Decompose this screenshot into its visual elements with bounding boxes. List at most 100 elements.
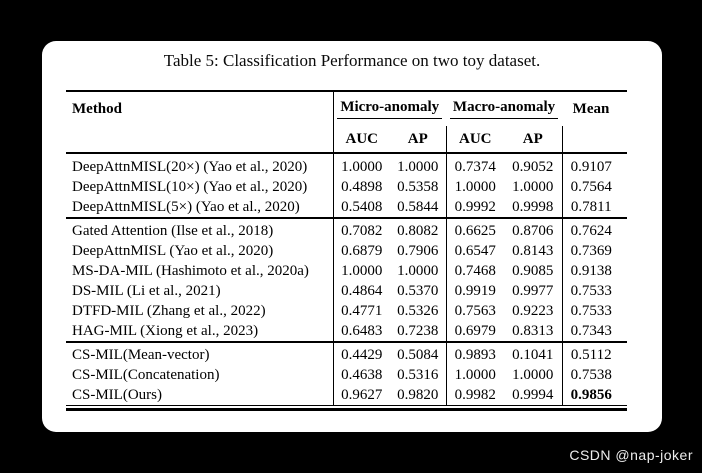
value-cell: 0.4864	[341, 282, 383, 299]
value-cell: 0.9223	[512, 302, 554, 319]
mean-value-cell: 0.9138	[561, 261, 628, 281]
value-cell: 0.4429	[341, 346, 383, 363]
value-cell: 0.5358	[397, 178, 439, 195]
method-cell: CS-MIL(Ours)	[66, 385, 334, 406]
value-cell: 0.6625	[445, 218, 504, 241]
value-cell: 1.0000	[445, 365, 504, 385]
table-row: DeepAttnMISL(20×) (Yao et al., 2020) 1.00…	[66, 153, 628, 177]
table-group-baselines-sota: Gated Attention (Ilse et al., 2018) 0.708…	[66, 218, 628, 342]
value-cell: 0.9919	[445, 281, 504, 301]
mean-value-cell: 0.9107	[561, 153, 628, 177]
method-cell: DeepAttnMISL(5×) (Yao et al., 2020)	[66, 197, 334, 218]
table-row: DTFD-MIL (Zhang et al., 2022) 0.4771 0.532…	[66, 301, 628, 321]
mean-value-cell: 0.7343	[561, 321, 628, 342]
table-row: DeepAttnMISL (Yao et al., 2020) 0.6879 0.7…	[66, 241, 628, 261]
table-row: MS-DA-MIL (Hashimoto et al., 2020a) 1.000…	[66, 261, 628, 281]
value-cell: 0.9977	[512, 282, 554, 299]
value-cell: 1.0000	[397, 262, 439, 279]
value-cell: 0.7374	[445, 153, 504, 177]
value-cell: 0.4898	[341, 178, 383, 195]
method-cell: HAG-MIL (Xiong et al., 2023)	[66, 321, 334, 342]
value-cell: 0.5316	[397, 366, 439, 383]
method-cell: DS-MIL (Li et al., 2021)	[66, 281, 334, 301]
col-header-method: Method	[66, 91, 334, 126]
table-row: CS-MIL(Concatenation) 0.4638 0.5316 1.0000 1…	[66, 365, 628, 385]
value-cell: 0.9893	[445, 342, 504, 365]
method-cell: DeepAttnMISL(20×) (Yao et al., 2020)	[66, 153, 334, 177]
value-cell: 0.6979	[445, 321, 504, 342]
header-sub-row: AUC AP AUC AP	[66, 126, 628, 153]
value-cell: 1.0000	[445, 177, 504, 197]
paper-table-card: Table 5: Classification Performance on t…	[42, 41, 662, 432]
table-row: DeepAttnMISL(10×) (Yao et al., 2020) 0.48…	[66, 177, 628, 197]
value-cell: 0.6483	[341, 322, 383, 339]
value-cell: 0.7906	[397, 242, 439, 259]
watermark: CSDN @nap-joker	[569, 447, 693, 463]
table-header: Method Micro-anomaly Macro-anomaly Mean …	[66, 91, 628, 153]
table-row: DeepAttnMISL(5×) (Yao et al., 2020) 0.540…	[66, 197, 628, 218]
method-cell: CS-MIL(Concatenation)	[66, 365, 334, 385]
method-cell: DTFD-MIL (Zhang et al., 2022)	[66, 301, 334, 321]
method-cell: CS-MIL(Mean-vector)	[66, 342, 334, 365]
table-row: DS-MIL (Li et al., 2021) 0.4864 0.5370 0.99…	[66, 281, 628, 301]
value-cell: 0.8143	[512, 242, 554, 259]
value-cell: 0.8313	[512, 322, 554, 339]
mean-value-cell: 0.7533	[561, 301, 628, 321]
col-group-micro-label: Micro-anomaly	[337, 99, 443, 119]
mean-value-cell: 0.7564	[561, 177, 628, 197]
table-row: HAG-MIL (Xiong et al., 2023) 0.6483 0.7238…	[66, 321, 628, 342]
value-cell: 0.9982	[445, 385, 504, 406]
value-cell: 0.9992	[445, 197, 504, 218]
value-cell: 0.9085	[512, 262, 554, 279]
value-cell: 0.7563	[445, 301, 504, 321]
mean-value-cell: 0.5112	[561, 342, 628, 365]
header-group-row: Method Micro-anomaly Macro-anomaly Mean	[66, 91, 627, 126]
header-spacer-method	[66, 126, 334, 153]
col-header-micro-auc: AUC	[345, 130, 379, 147]
value-cell: 0.5408	[341, 198, 383, 215]
col-header-mean: Mean	[572, 100, 610, 117]
method-cell: Gated Attention (Ilse et al., 2018)	[66, 218, 334, 241]
value-cell: 0.1041	[512, 346, 554, 363]
mean-value-cell: 0.7533	[561, 281, 628, 301]
value-cell: 1.0000	[512, 178, 554, 195]
method-cell: DeepAttnMISL (Yao et al., 2020)	[66, 241, 334, 261]
bottom-rule	[66, 408, 627, 411]
value-cell: 0.5326	[397, 302, 439, 319]
value-cell: 0.9627	[341, 386, 383, 403]
value-cell: 0.9820	[397, 386, 439, 403]
col-group-macro-anomaly: Macro-anomaly	[446, 91, 562, 126]
mean-value-cell: 0.9856	[561, 385, 628, 406]
value-cell: 0.9994	[512, 386, 554, 403]
value-cell: 1.0000	[341, 158, 383, 175]
value-cell: 0.6547	[445, 241, 504, 261]
value-cell: 0.4771	[341, 302, 383, 319]
header-spacer-mean	[561, 126, 628, 153]
col-header-macro-auc: AUC	[445, 126, 504, 153]
mean-value-cell: 0.7624	[561, 218, 628, 241]
value-cell: 0.9998	[512, 198, 554, 215]
results-table: Method Micro-anomaly Macro-anomaly Mean …	[66, 90, 628, 406]
col-header-macro-ap: AP	[522, 130, 543, 147]
method-cell: MS-DA-MIL (Hashimoto et al., 2020a)	[66, 261, 334, 281]
table-group-cs-mil: CS-MIL(Mean-vector) 0.4429 0.5084 0.9893 0.1…	[66, 342, 628, 406]
value-cell: 0.9052	[512, 158, 554, 175]
value-cell: 0.8082	[397, 222, 439, 239]
table-row: Gated Attention (Ilse et al., 2018) 0.708…	[66, 218, 628, 241]
col-group-micro-anomaly: Micro-anomaly	[333, 91, 446, 126]
value-cell: 0.5084	[397, 346, 439, 363]
mean-value-cell: 0.7369	[561, 241, 628, 261]
value-cell: 0.6879	[341, 242, 383, 259]
mean-value-cell: 0.7811	[561, 197, 628, 218]
table-group-baselines-multiscale: DeepAttnMISL(20×) (Yao et al., 2020) 1.00…	[66, 153, 628, 218]
value-cell: 0.5844	[397, 198, 439, 215]
mean-value-cell: 0.7538	[561, 365, 628, 385]
value-cell: 1.0000	[341, 262, 383, 279]
value-cell: 1.0000	[397, 158, 439, 175]
value-cell: 0.4638	[341, 366, 383, 383]
table-wrap: Method Micro-anomaly Macro-anomaly Mean …	[66, 90, 628, 411]
value-cell: 1.0000	[512, 366, 554, 383]
value-cell: 0.7238	[397, 322, 439, 339]
method-cell: DeepAttnMISL(10×) (Yao et al., 2020)	[66, 177, 334, 197]
